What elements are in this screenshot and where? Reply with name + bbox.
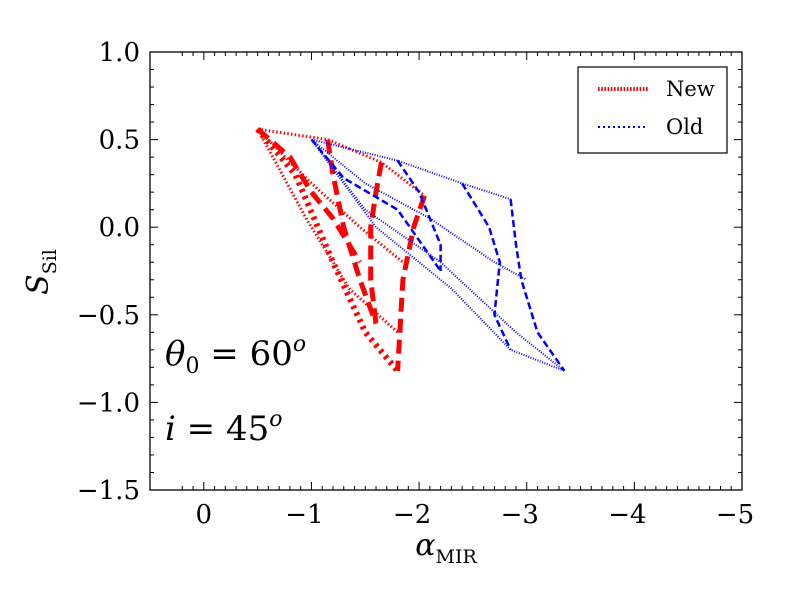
x-axis-label: αMIR [415,528,477,568]
series-layer [255,127,566,373]
series-new-4 [255,127,363,264]
x-tick-label: −1 [285,500,323,530]
y-tick-label: −1.5 [77,476,140,506]
legend-label-old: Old [666,115,703,139]
series-old-12 [310,138,442,272]
x-tick-label: −4 [608,500,646,530]
annotation-theta: θ0 = 60o [165,332,306,379]
plot-frame [149,51,743,491]
legend: New Old [577,66,728,154]
y-tick-label: 0.5 [99,126,140,156]
series-old-13 [396,159,442,271]
y-tick-label: 0.0 [99,213,140,243]
tick-label-layer: 0 −1 −2 −3 −4 −5 1.0 0.5 0.0 −0.5 −1.0 −1.5 [77,38,754,530]
x-tick-label: −3 [501,500,539,530]
series-new-3 [255,127,400,373]
y-tick-label: −0.5 [77,301,140,331]
series-old-10 [310,138,566,372]
series-new-6 [368,161,384,324]
x-tick-label: −5 [716,500,754,530]
series-old-14 [461,182,512,351]
legend-label-new: New [666,77,715,101]
series-old-8 [311,138,511,201]
series-new-7 [395,194,427,372]
series-new-1 [256,128,404,264]
series-old-11 [310,139,565,372]
y-tick-label: −1.0 [77,388,140,418]
y-axis-label: SSil [21,249,61,295]
series-old-15 [509,199,566,372]
y-tick-label: 1.0 [99,38,140,68]
series-new-5 [325,139,379,325]
x-tick-label: −2 [393,500,431,530]
legend-box [577,66,728,154]
annotation-inclination: i = 45o [165,407,283,449]
tick-layer [150,51,743,491]
x-tick-label: 0 [196,500,213,530]
